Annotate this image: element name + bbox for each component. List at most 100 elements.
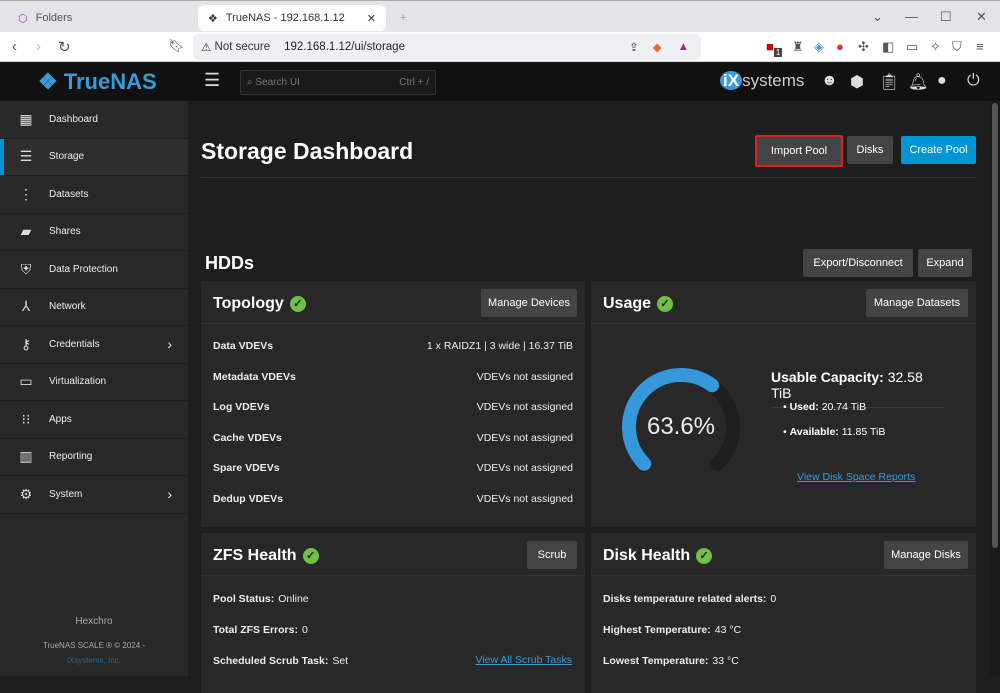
sidebar-item-dashboard[interactable]: ▦ Dashboard <box>0 101 188 139</box>
laptop-icon: ▭ <box>19 373 33 390</box>
apps-icon: ⁝⁝ <box>21 410 31 427</box>
chart-icon: ▥ <box>19 448 33 465</box>
tab-folders[interactable]: ⬡ Folders <box>18 12 73 25</box>
truenas-logo[interactable]: ❖ TrueNAS <box>38 69 157 94</box>
manage-disks-button[interactable]: Manage Disks <box>884 541 968 569</box>
sidebar-item-datasets[interactable]: ⋮ Datasets <box>0 176 188 214</box>
close-tab-icon[interactable]: ✕ <box>366 12 376 25</box>
close-window-button[interactable]: ✕ <box>976 9 987 24</box>
address-bar-area: ‹ › ↻ 🔖︎ ⚠ Not secure 192.168.1.12/ui/st… <box>0 32 1000 62</box>
pool-name: HDDs <box>205 253 255 273</box>
sidebar-item-system[interactable]: ⚙ System › <box>0 476 188 514</box>
gauge-fill <box>622 368 720 471</box>
shield-icon: ⛨ <box>20 260 32 277</box>
manage-devices-button[interactable]: Manage Devices <box>481 289 577 317</box>
zfs-health-card: ZFS Health ✓ Scrub Pool Status: Online Tota… <box>201 533 585 693</box>
view-all-scrub-tasks-link[interactable]: View All Scrub Tasks <box>475 654 573 666</box>
back-icon[interactable]: ‹ <box>12 38 17 55</box>
feedback-icon[interactable]: ☻ <box>821 72 838 89</box>
bell-icon[interactable]: 🔔︎ <box>908 74 929 91</box>
topology-row: Dedup VDEVs VDEVs not assigned <box>213 492 573 505</box>
disk-row: Lowest Temperature: 33 °C <box>603 655 739 667</box>
new-tab-button[interactable]: + <box>400 12 407 24</box>
topology-row: Spare VDEVs VDEVs not assigned <box>213 462 573 474</box>
brave-rewards-icon[interactable]: ▲ <box>677 41 689 53</box>
search-input[interactable]: ⌕ Search UI Ctrl + / <box>240 70 436 95</box>
scrub-button[interactable]: Scrub <box>527 541 577 569</box>
usage-percent: 63.6% <box>646 413 716 440</box>
bookmark-icon[interactable]: 🔖︎ <box>168 38 185 53</box>
view-disk-space-reports-link[interactable]: View Disk Space Reports <box>797 471 916 483</box>
jobs-clipboard-icon[interactable]: 📋︎ <box>879 74 900 91</box>
tab-search-icon[interactable]: ⌄ <box>872 9 883 24</box>
zfs-row: Pool Status: Online <box>213 593 309 605</box>
sidebar-item-network[interactable]: ⅄ Network <box>0 289 188 326</box>
topology-row: Cache VDEVs VDEVs not assigned <box>213 431 573 444</box>
puzzle-icon[interactable]: ✣ <box>858 39 869 54</box>
chevron-right-icon: › <box>167 486 172 503</box>
sidebar-footer: Hexchro TrueNAS SCALE ® © 2024 - iXsyste… <box>0 616 188 665</box>
disks-button[interactable]: Disks <box>847 136 893 164</box>
minimize-button[interactable]: — <box>905 9 918 24</box>
check-circle-icon: ✓ <box>657 296 674 312</box>
extension-icon[interactable]: ♜ <box>792 39 804 54</box>
network-icon: ⅄ <box>21 298 31 315</box>
truecommand-icon[interactable]: ⬢ <box>850 74 864 91</box>
ixsystems-logo[interactable]: iXiXsystemssystems <box>720 71 804 91</box>
browser-tab-bar: ⬡ Folders ❖ TrueNAS - 192.168.1.12 ✕ + ⌄ — … <box>0 0 1000 32</box>
extension-icon[interactable]: ■ 1 <box>766 39 783 57</box>
manage-datasets-button[interactable]: Manage Datasets <box>866 289 968 317</box>
main-content: Storage Dashboard Import Pool Disks Crea… <box>188 101 990 693</box>
usage-gauge <box>622 368 740 471</box>
extension-icon[interactable]: ● <box>836 39 844 54</box>
export-disconnect-button[interactable]: Export/Disconnect <box>803 249 913 277</box>
sidebar-item-apps[interactable]: ⁝⁝ Apps <box>0 401 188 439</box>
sidebar-icon[interactable]: ◧ <box>882 39 895 54</box>
hamburger-menu-icon[interactable]: ☰ <box>204 70 221 90</box>
forward-icon[interactable]: › <box>36 38 41 55</box>
wallet-icon[interactable]: ▭ <box>906 39 919 54</box>
extension-icon[interactable]: ◈ <box>814 39 824 54</box>
sidebar-item-data-protection[interactable]: ⛨ Data Protection <box>0 251 188 289</box>
ixsystems-link[interactable]: iXsystems, Inc. <box>67 656 121 665</box>
scrollbar[interactable] <box>990 101 1000 676</box>
sidebar-item-reporting[interactable]: ▥ Reporting <box>0 439 188 476</box>
topology-row: Log VDEVs VDEVs not assigned <box>213 401 573 413</box>
sidebar-item-shares[interactable]: ▰ Shares <box>0 214 188 251</box>
topology-row: Data VDEVs 1 x RAIDZ1 | 3 wide | 16.37 Ti… <box>213 340 573 352</box>
truenas-logo-icon: ❖ <box>38 69 58 94</box>
storage-icon: ☰ <box>19 148 33 165</box>
zfs-row: Scheduled Scrub Task: Set <box>213 655 349 667</box>
folders-icon: ⬡ <box>18 12 28 25</box>
sidebar: ▦ Dashboard ☰ Storage ⋮ Datasets ▰ Shares ⛨ Data … <box>0 101 188 676</box>
expand-button[interactable]: Expand <box>918 249 972 277</box>
url-bar[interactable]: ⚠ Not secure 192.168.1.12/ui/storage ⇪ ◆… <box>193 34 701 60</box>
menu-icon[interactable]: ≡ <box>976 39 984 54</box>
reload-icon[interactable]: ↻ <box>58 39 71 56</box>
search-icon: ⌕ <box>247 77 256 88</box>
sidebar-item-storage[interactable]: ☰ Storage <box>0 138 188 176</box>
import-pool-button[interactable]: Import Pool <box>755 135 843 167</box>
scrollbar-thumb[interactable] <box>992 103 998 548</box>
datasets-icon: ⋮ <box>19 185 33 202</box>
truenas-favicon-icon: ❖ <box>208 12 218 25</box>
dashboard-icon: ▦ <box>19 110 33 127</box>
sidebar-item-credentials[interactable]: ⚷ Credentials › <box>0 326 188 364</box>
maximize-button[interactable]: ☐ <box>940 9 952 24</box>
brave-shield-icon[interactable]: ◆ <box>652 42 662 54</box>
usage-card: Usage ✓ Manage Datasets 63.6% Usable Capa… <box>591 281 976 527</box>
warning-icon: ⚠ <box>201 42 215 54</box>
account-icon[interactable]: ● <box>937 72 947 89</box>
check-circle-icon: ✓ <box>289 296 306 312</box>
share-icon[interactable]: ⇪ <box>629 42 639 54</box>
available-value: • Available: 11.85 TiB <box>783 426 886 438</box>
sidebar-item-virtualization[interactable]: ▭ Virtualization <box>0 364 188 401</box>
power-icon[interactable]: ⏻ <box>967 72 980 89</box>
create-pool-button[interactable]: Create Pool <box>901 136 976 164</box>
check-circle-icon: ✓ <box>696 548 713 564</box>
chevron-right-icon: › <box>167 336 172 353</box>
leo-icon[interactable]: ✧ <box>930 39 941 54</box>
vpn-icon[interactable]: ⛉ <box>952 39 962 54</box>
tab-truenas[interactable]: ❖ TrueNAS - 192.168.1.12 ✕ <box>198 5 386 31</box>
